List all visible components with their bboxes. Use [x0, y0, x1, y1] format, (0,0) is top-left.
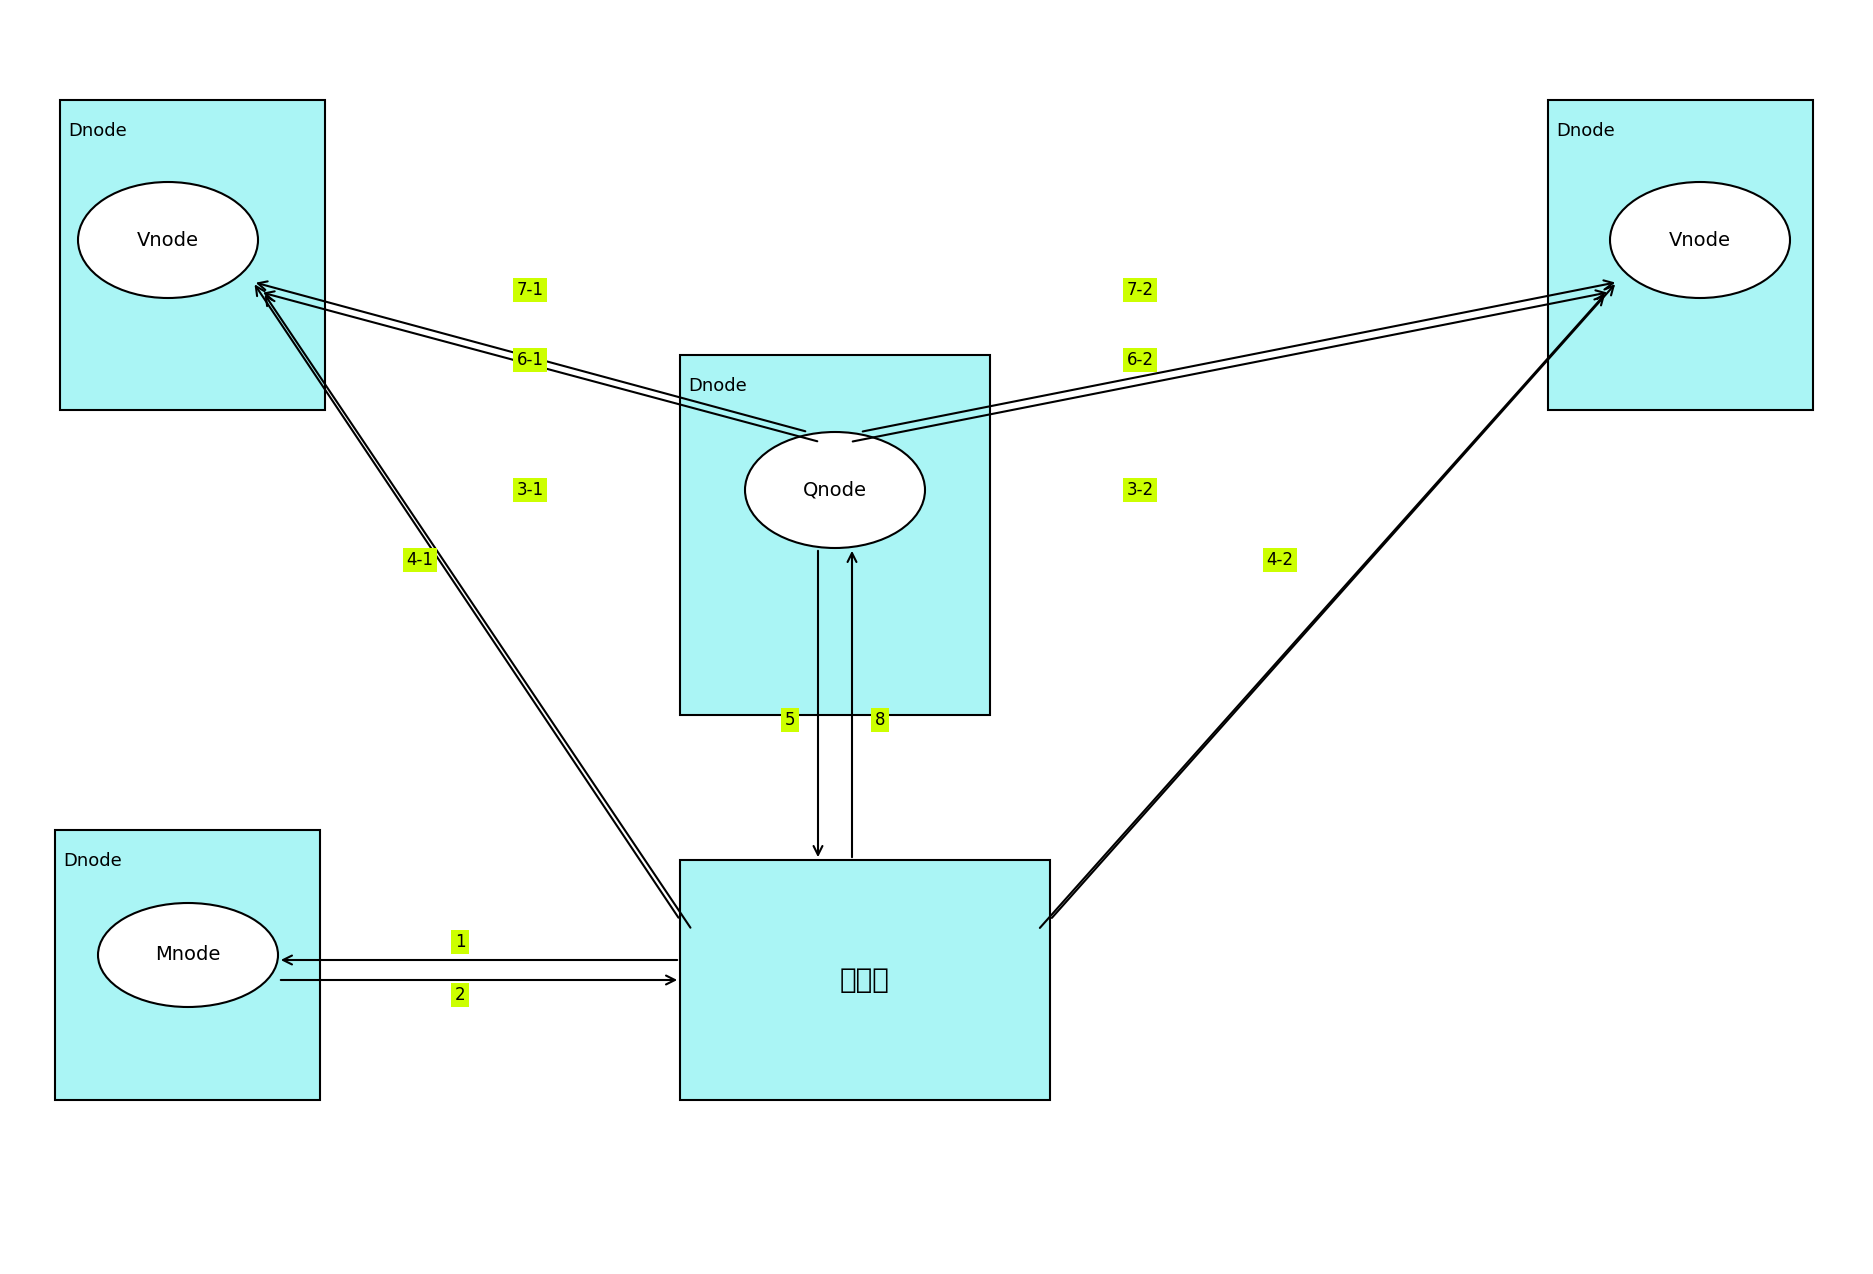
Text: 2: 2: [455, 986, 465, 1004]
Text: Qnode: Qnode: [802, 480, 867, 499]
Text: 7-2: 7-2: [1126, 282, 1154, 299]
Text: 6-2: 6-2: [1126, 352, 1154, 369]
Text: 7-1: 7-1: [517, 282, 543, 299]
Text: Vnode: Vnode: [1669, 231, 1731, 250]
Text: Vnode: Vnode: [137, 231, 199, 250]
Ellipse shape: [745, 432, 925, 548]
Text: 3-1: 3-1: [517, 482, 543, 499]
Text: Dnode: Dnode: [67, 122, 127, 140]
Text: 4-2: 4-2: [1266, 550, 1292, 569]
Text: Dnode: Dnode: [64, 852, 122, 870]
Ellipse shape: [97, 903, 277, 1006]
Text: 客户端: 客户端: [839, 966, 890, 994]
Ellipse shape: [79, 182, 258, 298]
Bar: [1547, 99, 1811, 410]
Text: 4-1: 4-1: [406, 550, 433, 569]
Ellipse shape: [1609, 182, 1789, 298]
Text: Dnode: Dnode: [687, 377, 745, 395]
Text: 6-1: 6-1: [517, 352, 543, 369]
Text: Mnode: Mnode: [155, 945, 221, 964]
Bar: [680, 860, 1049, 1099]
Text: 8: 8: [875, 711, 884, 729]
Text: 5: 5: [785, 711, 794, 729]
Bar: [60, 99, 324, 410]
Text: Dnode: Dnode: [1555, 122, 1615, 140]
Bar: [680, 355, 989, 715]
Text: 1: 1: [455, 933, 465, 950]
Bar: [54, 829, 320, 1099]
Text: 3-2: 3-2: [1126, 482, 1154, 499]
